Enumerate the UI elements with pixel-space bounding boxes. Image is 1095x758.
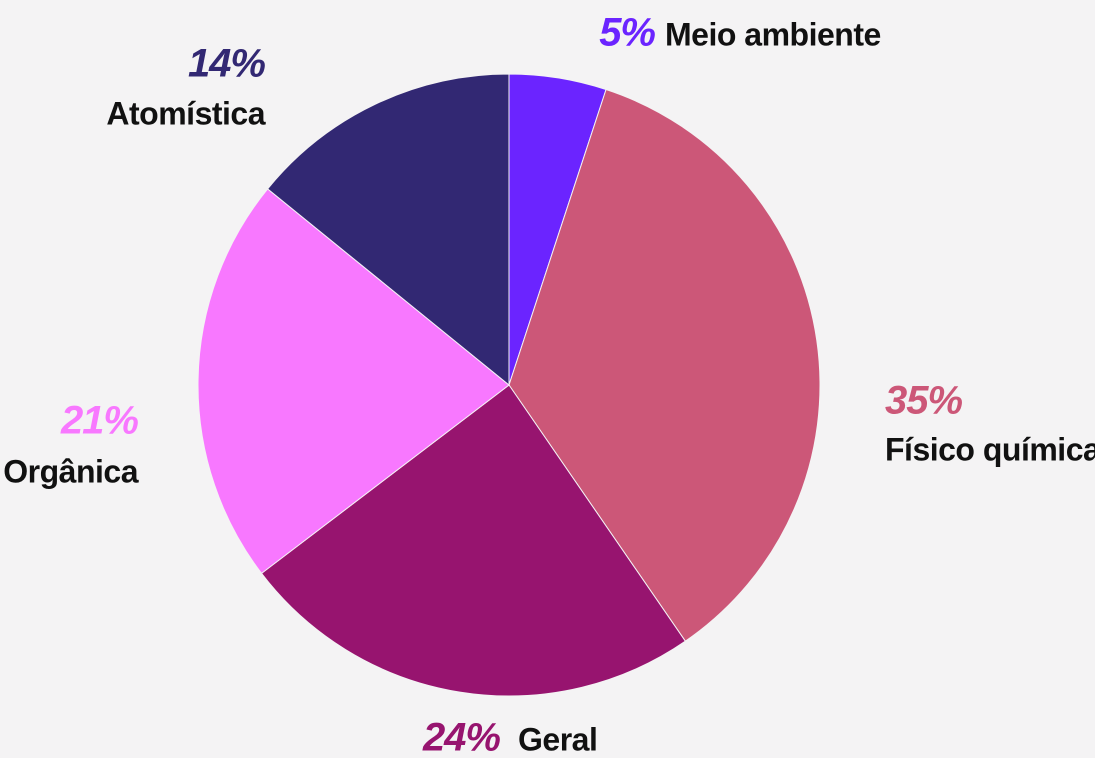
category-label: Atomística [106,95,265,131]
value-label: 24% [422,716,500,758]
value-label: 21% [60,399,138,443]
value-label: 14% [188,42,265,86]
value-label: 35% [885,379,962,423]
pie-slice [260,384,687,697]
category-label: Geral [518,721,597,757]
pie-slice [197,188,510,575]
category-label: Meio ambiente [665,16,881,52]
pie-slice [266,73,510,387]
category-label: Orgânica [3,453,138,489]
category-label: Físico química [885,431,1095,467]
value-label: 5% [599,11,655,55]
pie-slice [508,88,821,642]
